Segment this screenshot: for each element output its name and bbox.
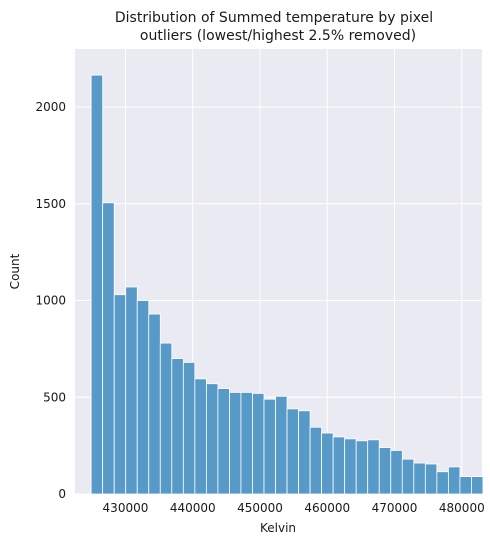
y-tick-label: 1500 xyxy=(35,197,66,211)
y-axis-ticks: 0 500 1000 1500 2000 xyxy=(35,100,66,501)
chart-title-line-1: Distribution of Summed temperature by pi… xyxy=(115,10,433,26)
histogram-bar xyxy=(125,286,138,495)
histogram-bar xyxy=(159,342,173,495)
x-tick-label: 480000 xyxy=(439,501,485,515)
histogram-bar xyxy=(217,388,230,495)
histogram-bar xyxy=(471,476,484,495)
y-tick-label: 500 xyxy=(43,390,66,404)
y-tick-label: 2000 xyxy=(35,100,66,114)
histogram-bar xyxy=(436,471,449,495)
histogram-bar xyxy=(240,392,253,495)
histogram-bar xyxy=(90,74,104,495)
histogram-bar xyxy=(309,426,323,495)
histogram-bar xyxy=(194,378,207,495)
histogram-bar xyxy=(332,436,346,495)
histogram-bar xyxy=(367,439,380,495)
histogram-bar xyxy=(286,408,299,495)
chart-title-line-2: outliers (lowest/highest 2.5% removed) xyxy=(140,28,416,44)
x-tick-label: 450000 xyxy=(237,501,283,515)
histogram-bar xyxy=(229,392,242,495)
y-axis-label: Count xyxy=(8,253,22,289)
histogram-bar xyxy=(355,440,369,495)
x-axis-label: Kelvin xyxy=(260,521,296,535)
histogram-bar xyxy=(298,410,311,495)
histogram-bars xyxy=(90,74,484,495)
y-tick-label: 0 xyxy=(58,487,66,501)
histogram-bar xyxy=(424,463,438,495)
histogram-bar xyxy=(390,450,403,495)
histogram-bar xyxy=(344,438,357,495)
histogram-bar xyxy=(113,294,127,495)
x-axis-ticks: 430000 440000 450000 460000 470000 480000 xyxy=(103,501,485,515)
histogram-bar xyxy=(401,458,415,495)
histogram-bar xyxy=(413,462,426,495)
histogram-bar xyxy=(182,362,196,495)
x-tick-label: 470000 xyxy=(372,501,418,515)
histogram-bar xyxy=(378,447,392,495)
histogram-bar xyxy=(171,358,184,495)
x-tick-label: 440000 xyxy=(170,501,216,515)
y-tick-label: 1000 xyxy=(35,294,66,308)
histogram-bar xyxy=(136,300,150,495)
histogram-bar xyxy=(148,313,161,495)
x-tick-label: 430000 xyxy=(103,501,149,515)
histogram-bar xyxy=(275,395,288,495)
histogram-bar xyxy=(459,476,472,495)
histogram-bar xyxy=(252,392,265,495)
histogram-bar xyxy=(102,202,115,495)
histogram-bar xyxy=(205,383,219,495)
histogram-bar xyxy=(447,466,461,495)
histogram-bar xyxy=(263,398,276,495)
histogram-bar xyxy=(321,432,334,495)
x-tick-label: 460000 xyxy=(304,501,350,515)
